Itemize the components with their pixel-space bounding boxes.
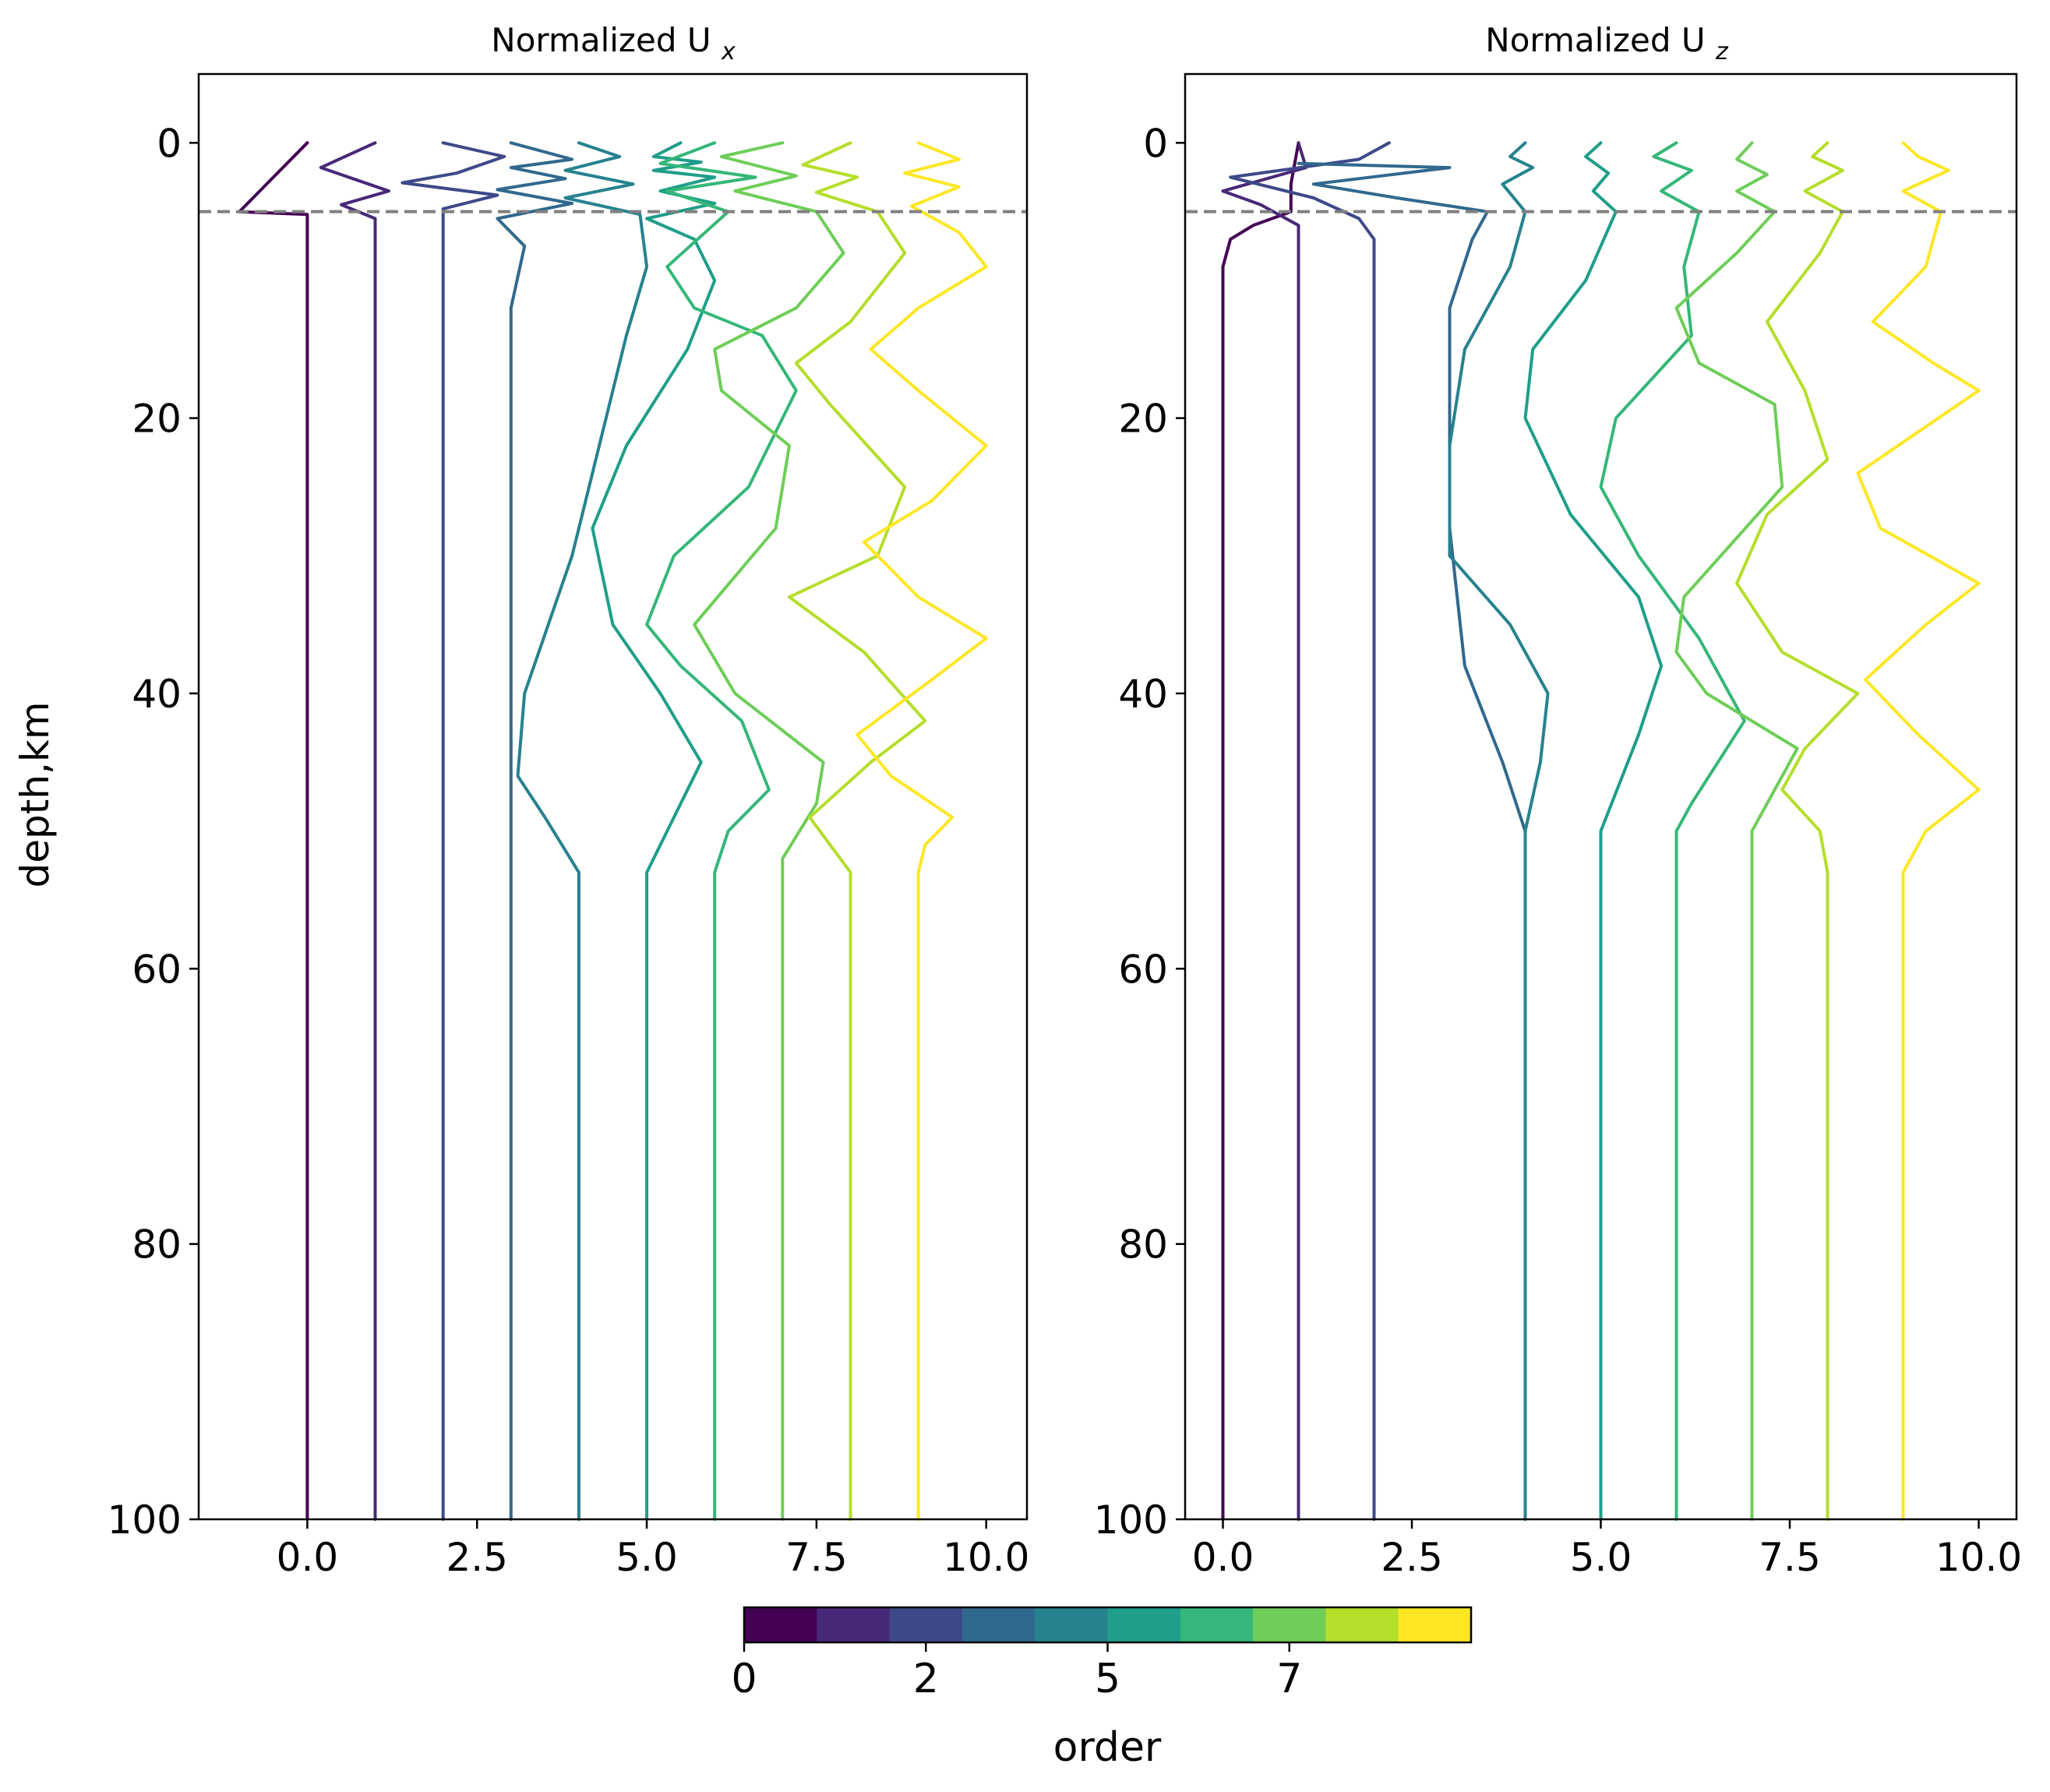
right-x-tick-label: 10.0 — [1935, 1535, 2022, 1580]
right-series-order-1 — [1221, 141, 1308, 1521]
right-y-axis: 0 20 40 60 80 100 — [1094, 121, 1185, 1543]
right-y-tick-label: 40 — [1118, 672, 1168, 717]
colorbar-swatch — [1398, 1607, 1472, 1642]
left-y-tick-label: 60 — [132, 947, 182, 992]
right-series-order-5 — [1523, 141, 1664, 1521]
left-y-axis: 0 20 40 60 80 100 — [108, 121, 199, 1543]
colorbar-tick-label: 5 — [1095, 1656, 1120, 1702]
left-y-tick-label: 80 — [132, 1222, 182, 1268]
right-series-order-8 — [1735, 141, 1860, 1521]
right-y-tick-label: 80 — [1118, 1222, 1168, 1268]
left-panel-title: Normalized U x — [491, 21, 736, 65]
left-series-order-1 — [319, 141, 390, 1521]
colorbar: 0 2 5 7 order — [731, 1606, 1473, 1771]
left-y-tick-label: 0 — [157, 121, 182, 166]
left-x-axis: 0.0 2.5 5.0 7.5 10.0 — [277, 1519, 1029, 1580]
colorbar-swatch — [1253, 1607, 1326, 1642]
colorbar-swatch — [1107, 1607, 1181, 1642]
colorbar-swatches — [744, 1607, 1472, 1642]
colorbar-tick-label: 0 — [731, 1656, 757, 1702]
left-y-tick-label: 20 — [132, 397, 182, 442]
left-series-order-0 — [238, 141, 309, 1521]
colorbar-tick-label: 7 — [1276, 1656, 1302, 1702]
right-x-tick-label: 0.0 — [1192, 1535, 1254, 1580]
colorbar-swatch — [889, 1607, 963, 1642]
left-x-tick-label: 7.5 — [785, 1535, 848, 1580]
colorbar-swatch — [744, 1607, 817, 1642]
right-series-order-2 — [1229, 141, 1391, 1521]
colorbar-label: order — [1053, 1724, 1162, 1771]
right-series-order-0 — [1221, 141, 1300, 1521]
colorbar-swatch — [1035, 1607, 1108, 1642]
right-panel-series — [1221, 141, 1981, 1521]
right-y-tick-label: 0 — [1143, 121, 1168, 166]
y-axis-label: depth,km — [12, 701, 58, 887]
left-series-order-4 — [516, 141, 649, 1521]
left-plot-frame — [197, 72, 1029, 1521]
right-series-order-9 — [1856, 141, 1981, 1521]
right-panel-title: Normalized U z — [1485, 21, 1729, 65]
colorbar-swatch — [817, 1607, 891, 1642]
colorbar-ticks: 0 2 5 7 — [731, 1642, 1302, 1702]
right-x-axis: 0.0 2.5 5.0 7.5 10.0 — [1192, 1519, 2022, 1580]
left-x-tick-label: 5.0 — [616, 1535, 678, 1580]
left-series-order-8 — [788, 141, 927, 1521]
right-series-order-7 — [1674, 141, 1799, 1521]
left-panel: Normalized U x 0.0 2.5 5.0 7.5 10.0 0 20 40 60 8… — [12, 21, 1029, 1580]
left-y-tick-label: 40 — [132, 672, 182, 717]
colorbar-swatch — [1325, 1607, 1399, 1642]
colorbar-swatch — [961, 1607, 1036, 1642]
left-series-order-3 — [496, 141, 574, 1521]
colorbar-swatch — [1180, 1607, 1254, 1642]
right-series-order-4 — [1448, 141, 1550, 1521]
left-series-order-6 — [645, 141, 798, 1521]
right-x-tick-label: 5.0 — [1570, 1535, 1632, 1580]
left-series-order-5 — [591, 141, 717, 1521]
right-y-tick-label: 20 — [1118, 397, 1168, 442]
left-x-tick-label: 10.0 — [943, 1535, 1029, 1580]
right-x-tick-label: 2.5 — [1381, 1535, 1443, 1580]
left-x-tick-label: 2.5 — [446, 1535, 508, 1580]
right-title-sub: z — [1715, 38, 1729, 65]
right-panel: Normalized U z 0.0 2.5 5.0 7.5 10.0 0 20 40 60 8… — [1094, 21, 2023, 1580]
left-panel-series — [238, 141, 988, 1521]
left-title-sub: x — [721, 38, 736, 65]
left-x-tick-label: 0.0 — [277, 1535, 339, 1580]
right-y-tick-label: 100 — [1094, 1497, 1168, 1543]
left-y-tick-label: 100 — [108, 1497, 182, 1543]
right-x-tick-label: 7.5 — [1759, 1535, 1821, 1580]
right-series-order-6 — [1599, 141, 1746, 1521]
right-series-order-3 — [1297, 161, 1527, 1521]
colorbar-tick-label: 2 — [913, 1656, 939, 1702]
right-y-tick-label: 60 — [1118, 947, 1168, 992]
left-series-order-7 — [693, 141, 845, 1521]
left-series-order-2 — [400, 141, 506, 1521]
left-series-order-9 — [856, 141, 988, 1521]
